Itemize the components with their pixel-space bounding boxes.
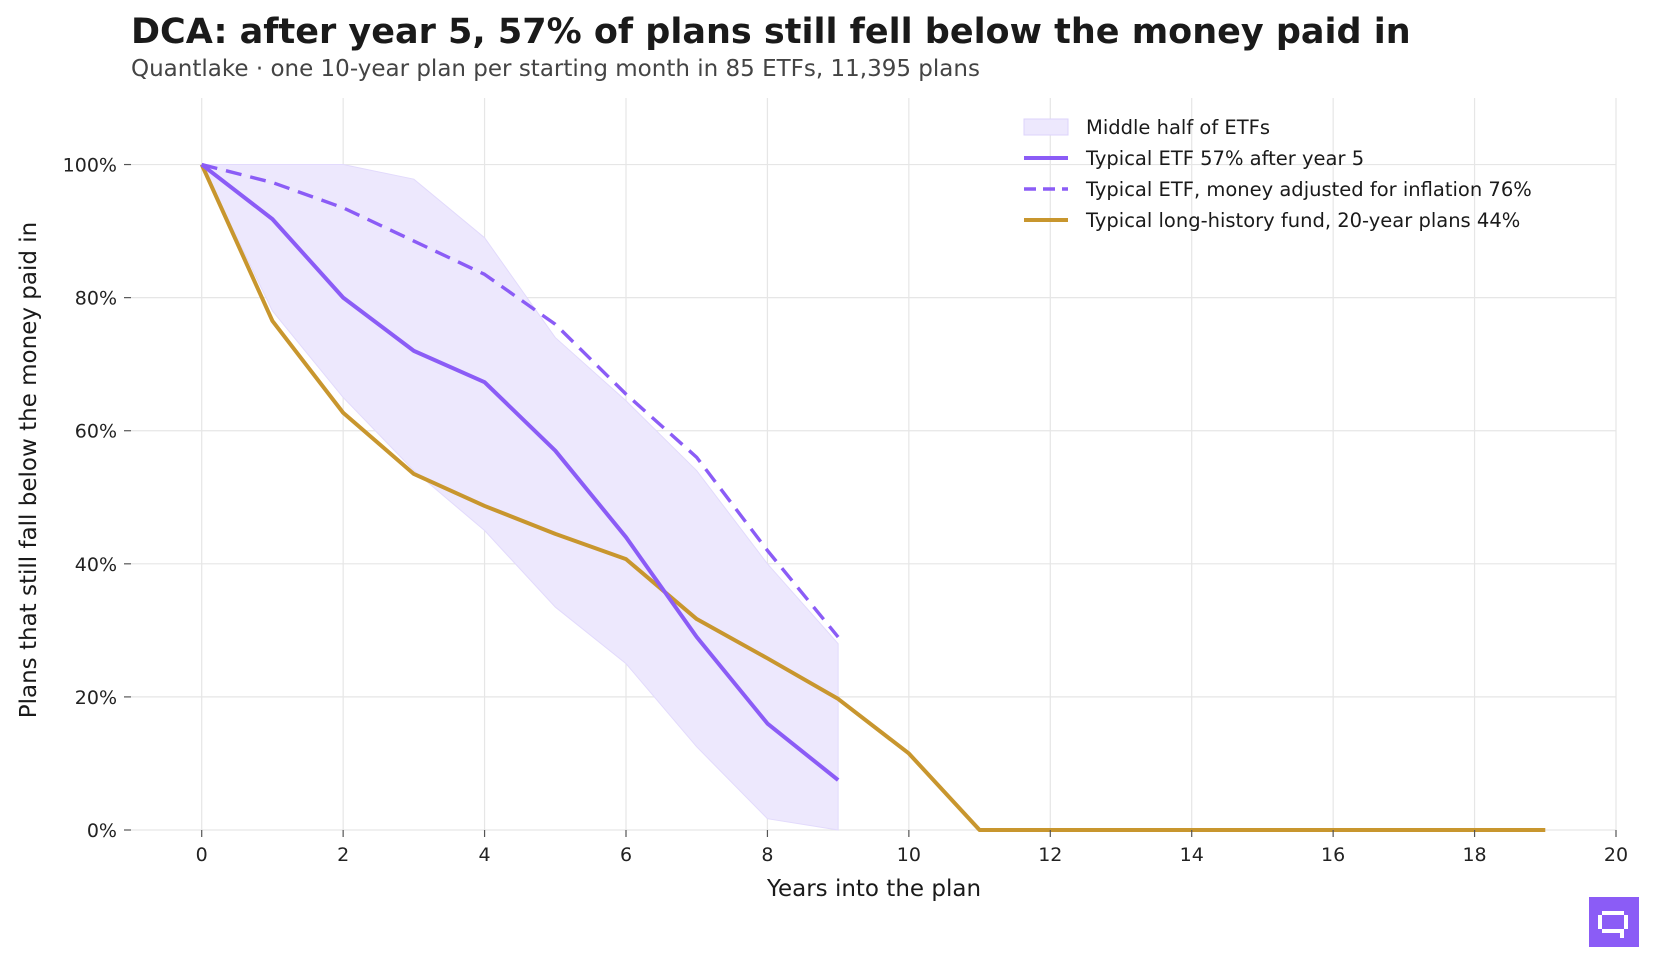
legend: Middle half of ETFs Typical ETF 57% after… bbox=[1023, 116, 1532, 232]
x-tick-label: 14 bbox=[1180, 844, 1204, 866]
y-tick-label: 100% bbox=[63, 155, 117, 177]
x-axis-label: Years into the plan bbox=[766, 876, 981, 902]
quantlake-logo-icon bbox=[1589, 897, 1639, 947]
x-tick-label: 12 bbox=[1038, 844, 1062, 866]
x-tick-label: 0 bbox=[196, 844, 208, 866]
x-tick-label: 20 bbox=[1604, 844, 1628, 866]
legend-label-series: Typical ETF 57% after year 5 bbox=[1085, 147, 1364, 170]
x-tick-label: 2 bbox=[337, 844, 349, 866]
x-tick-label: 18 bbox=[1462, 844, 1486, 866]
axes: 0 2 4 6 8 10 12 14 16 18 20 0% 20% 40% 60% 80% 100% bbox=[63, 155, 1628, 866]
y-tick-label: 0% bbox=[87, 820, 117, 842]
x-tick-label: 16 bbox=[1321, 844, 1345, 866]
inflation-adjusted-line bbox=[201, 162, 840, 639]
legend-swatch-band bbox=[1023, 118, 1069, 136]
legend-label-series: Typical ETF, money adjusted for inflatio… bbox=[1085, 178, 1532, 201]
grid-lines bbox=[131, 98, 1617, 831]
x-tick-label: 8 bbox=[761, 844, 773, 866]
x-tick-label: 10 bbox=[897, 844, 921, 866]
y-tick-label: 40% bbox=[75, 554, 117, 576]
series-layer bbox=[199, 162, 1546, 832]
chart-subtitle: Quantlake · one 10-year plan per startin… bbox=[131, 56, 980, 82]
y-axis-label: Plans that still fall below the money pa… bbox=[16, 222, 42, 719]
chart-title: DCA: after year 5, 57% of plans still fe… bbox=[131, 12, 1411, 52]
band-layer bbox=[200, 164, 839, 831]
legend-label-series: Typical long-history fund, 20-year plans… bbox=[1085, 209, 1520, 232]
middle-half-band bbox=[200, 164, 839, 831]
x-tick-label: 6 bbox=[620, 844, 632, 866]
x-tick-label: 4 bbox=[479, 844, 491, 866]
y-tick-label: 20% bbox=[75, 687, 117, 709]
y-tick-label: 80% bbox=[75, 288, 117, 310]
typical-etf-line bbox=[200, 162, 840, 782]
long-history-fund-line bbox=[199, 163, 1546, 832]
y-tick-label: 60% bbox=[75, 421, 117, 443]
legend-label-band: Middle half of ETFs bbox=[1086, 116, 1270, 139]
